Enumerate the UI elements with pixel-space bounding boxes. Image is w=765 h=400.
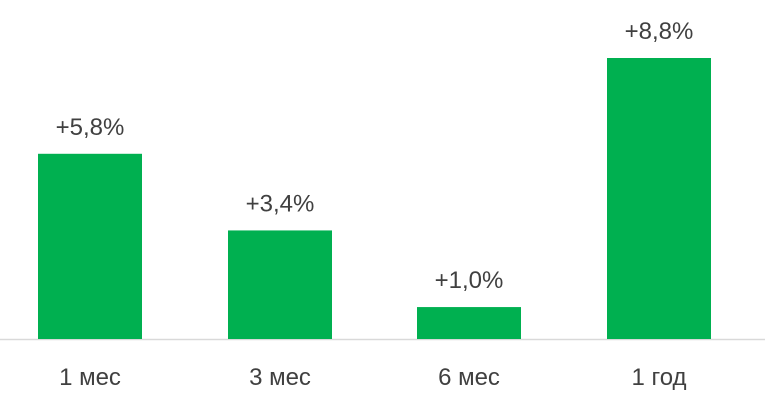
data-label: +3,4% bbox=[246, 190, 315, 217]
x-tick-label: 1 мес bbox=[59, 364, 121, 391]
x-tick-label: 1 год bbox=[631, 364, 686, 391]
bar bbox=[38, 153, 142, 339]
data-label: +1,0% bbox=[435, 267, 504, 294]
bar bbox=[417, 307, 521, 339]
x-tick-label: 3 мес bbox=[249, 364, 311, 391]
data-label: +8,8% bbox=[625, 18, 694, 45]
bar bbox=[607, 58, 711, 339]
data-label: +5,8% bbox=[56, 114, 125, 141]
x-tick-label: 6 мес bbox=[438, 364, 500, 391]
bar bbox=[228, 230, 332, 339]
